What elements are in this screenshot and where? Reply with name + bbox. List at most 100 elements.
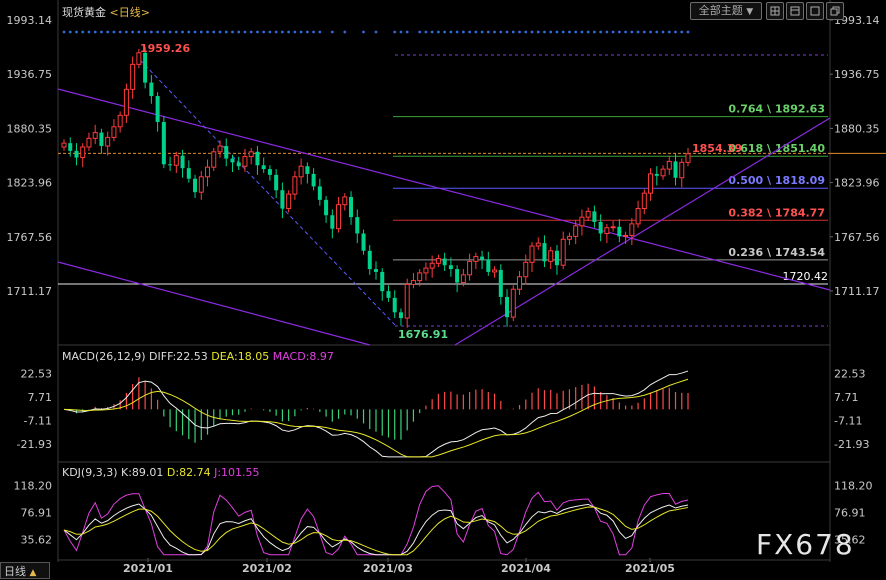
event-dot-marker: [405, 30, 409, 34]
macd-y-tick-left: -7.11: [24, 415, 52, 428]
fib-level-label: 0.764 \ 1892.63: [728, 103, 825, 116]
candle-body-down: [486, 259, 491, 272]
restore-button[interactable]: [826, 2, 844, 20]
candle-body-up: [342, 196, 348, 206]
event-dot-marker: [87, 30, 91, 34]
current-price-label: 1854.39: [692, 142, 742, 155]
macd-y-tick-right: 22.53: [834, 368, 866, 381]
event-dot-marker: [424, 30, 428, 34]
event-dot-marker: [287, 30, 291, 34]
event-dot-marker: [206, 30, 209, 34]
candle-body-up: [217, 145, 223, 153]
event-dot-marker: [511, 30, 515, 34]
event-dot-marker: [137, 30, 141, 34]
x-tick-label: 2021/02: [242, 562, 292, 575]
candle-body-up: [641, 192, 647, 210]
kdj-y-tick-left: 35.62: [21, 533, 53, 546]
y-tick-label-right: 1711.17: [834, 285, 880, 298]
chevron-down-icon: ▼: [746, 7, 754, 17]
event-dot-marker: [199, 30, 203, 34]
candle-body-up: [286, 193, 292, 210]
candle-body-up: [205, 166, 211, 178]
y-tick-label-left: 1767.56: [7, 231, 53, 244]
event-dot-marker: [131, 30, 135, 34]
layout-button[interactable]: [786, 2, 804, 20]
candle-body-up: [404, 283, 410, 319]
candle-body-up: [517, 276, 523, 290]
candle-body-up: [410, 280, 416, 285]
event-dot-marker: [630, 30, 634, 34]
event-dot-marker: [674, 30, 677, 34]
candle-body-up: [86, 137, 92, 148]
candle-body-down: [355, 217, 360, 234]
event-dot-marker: [374, 30, 378, 34]
event-dot-marker: [549, 30, 553, 34]
candle-body-up: [336, 204, 342, 230]
candle-body-up: [548, 250, 554, 262]
instrument-name: 现货黄金: [62, 6, 106, 19]
downtrend-channel-lower: [57, 261, 371, 346]
event-dot-marker: [75, 30, 78, 34]
event-dot-marker: [100, 30, 103, 34]
candle-body-down: [274, 174, 279, 191]
theme-select-label: 全部主题: [698, 4, 743, 17]
event-dot-marker: [224, 30, 228, 34]
period-link[interactable]: <日线>: [109, 6, 150, 19]
fib-level-label: 0.618 \ 1851.40: [728, 142, 825, 155]
event-dot-marker: [68, 30, 72, 34]
candle-body-up: [623, 234, 629, 237]
candle-body-down: [498, 270, 503, 297]
candle-body-up: [429, 262, 435, 269]
candle-body-down: [361, 233, 366, 251]
event-dot-marker: [125, 30, 128, 34]
layout-icon: [790, 6, 800, 16]
theme-select[interactable]: 全部主题 ▼: [690, 2, 762, 20]
watermark: FX678: [756, 528, 855, 561]
candle-body-down: [505, 296, 510, 318]
event-dot-marker: [686, 30, 690, 34]
candle-body-down: [68, 143, 73, 151]
y-tick-label-right: 1823.96: [834, 177, 880, 190]
event-dot-marker: [649, 30, 652, 34]
event-dot-marker: [181, 30, 184, 34]
period-tab[interactable]: 日线 ▲: [0, 562, 50, 579]
event-dot-marker: [586, 30, 590, 34]
expand-button[interactable]: [806, 2, 824, 20]
event-dot-marker: [231, 30, 234, 34]
candle-body-up: [635, 208, 641, 225]
event-dot-marker: [680, 30, 684, 34]
candle-body-down: [317, 186, 322, 200]
candle-body-up: [105, 136, 111, 147]
kdj-d-line: [63, 506, 689, 556]
event-dot-marker: [661, 30, 665, 34]
macd-y-tick-left: 7.71: [28, 391, 53, 404]
candle-body-up: [523, 261, 529, 278]
event-dot-marker: [493, 30, 496, 34]
grid-button[interactable]: [766, 2, 784, 20]
y-tick-label-left: 1936.75: [7, 68, 53, 81]
support-level-label: 1720.42: [783, 270, 829, 283]
y-tick-label-left: 1993.14: [7, 14, 53, 27]
candle-body-down: [374, 269, 378, 272]
event-dot-marker: [187, 30, 191, 34]
candle-body-down: [311, 173, 316, 187]
event-dot-marker: [486, 30, 490, 34]
candle-body-down: [542, 243, 547, 262]
event-dot-marker: [262, 30, 266, 34]
y-tick-label-right: 1767.56: [834, 231, 880, 244]
candle-body-down: [161, 122, 166, 165]
candle-body-up: [417, 272, 423, 282]
event-dot-marker: [505, 30, 509, 34]
event-dot-marker: [437, 30, 440, 34]
candle-body-up: [423, 267, 429, 274]
candle-body-up: [566, 235, 572, 240]
event-dot-marker: [655, 30, 659, 34]
candle-body-up: [298, 165, 304, 178]
low-price-label: 1676.91: [398, 328, 448, 341]
event-dot-marker: [430, 30, 434, 34]
event-dot-marker: [593, 30, 596, 34]
event-dot-marker: [461, 30, 465, 34]
fib-level-label: 0.500 \ 1818.09: [728, 174, 825, 187]
kdj-k: K:89.01: [121, 466, 164, 479]
